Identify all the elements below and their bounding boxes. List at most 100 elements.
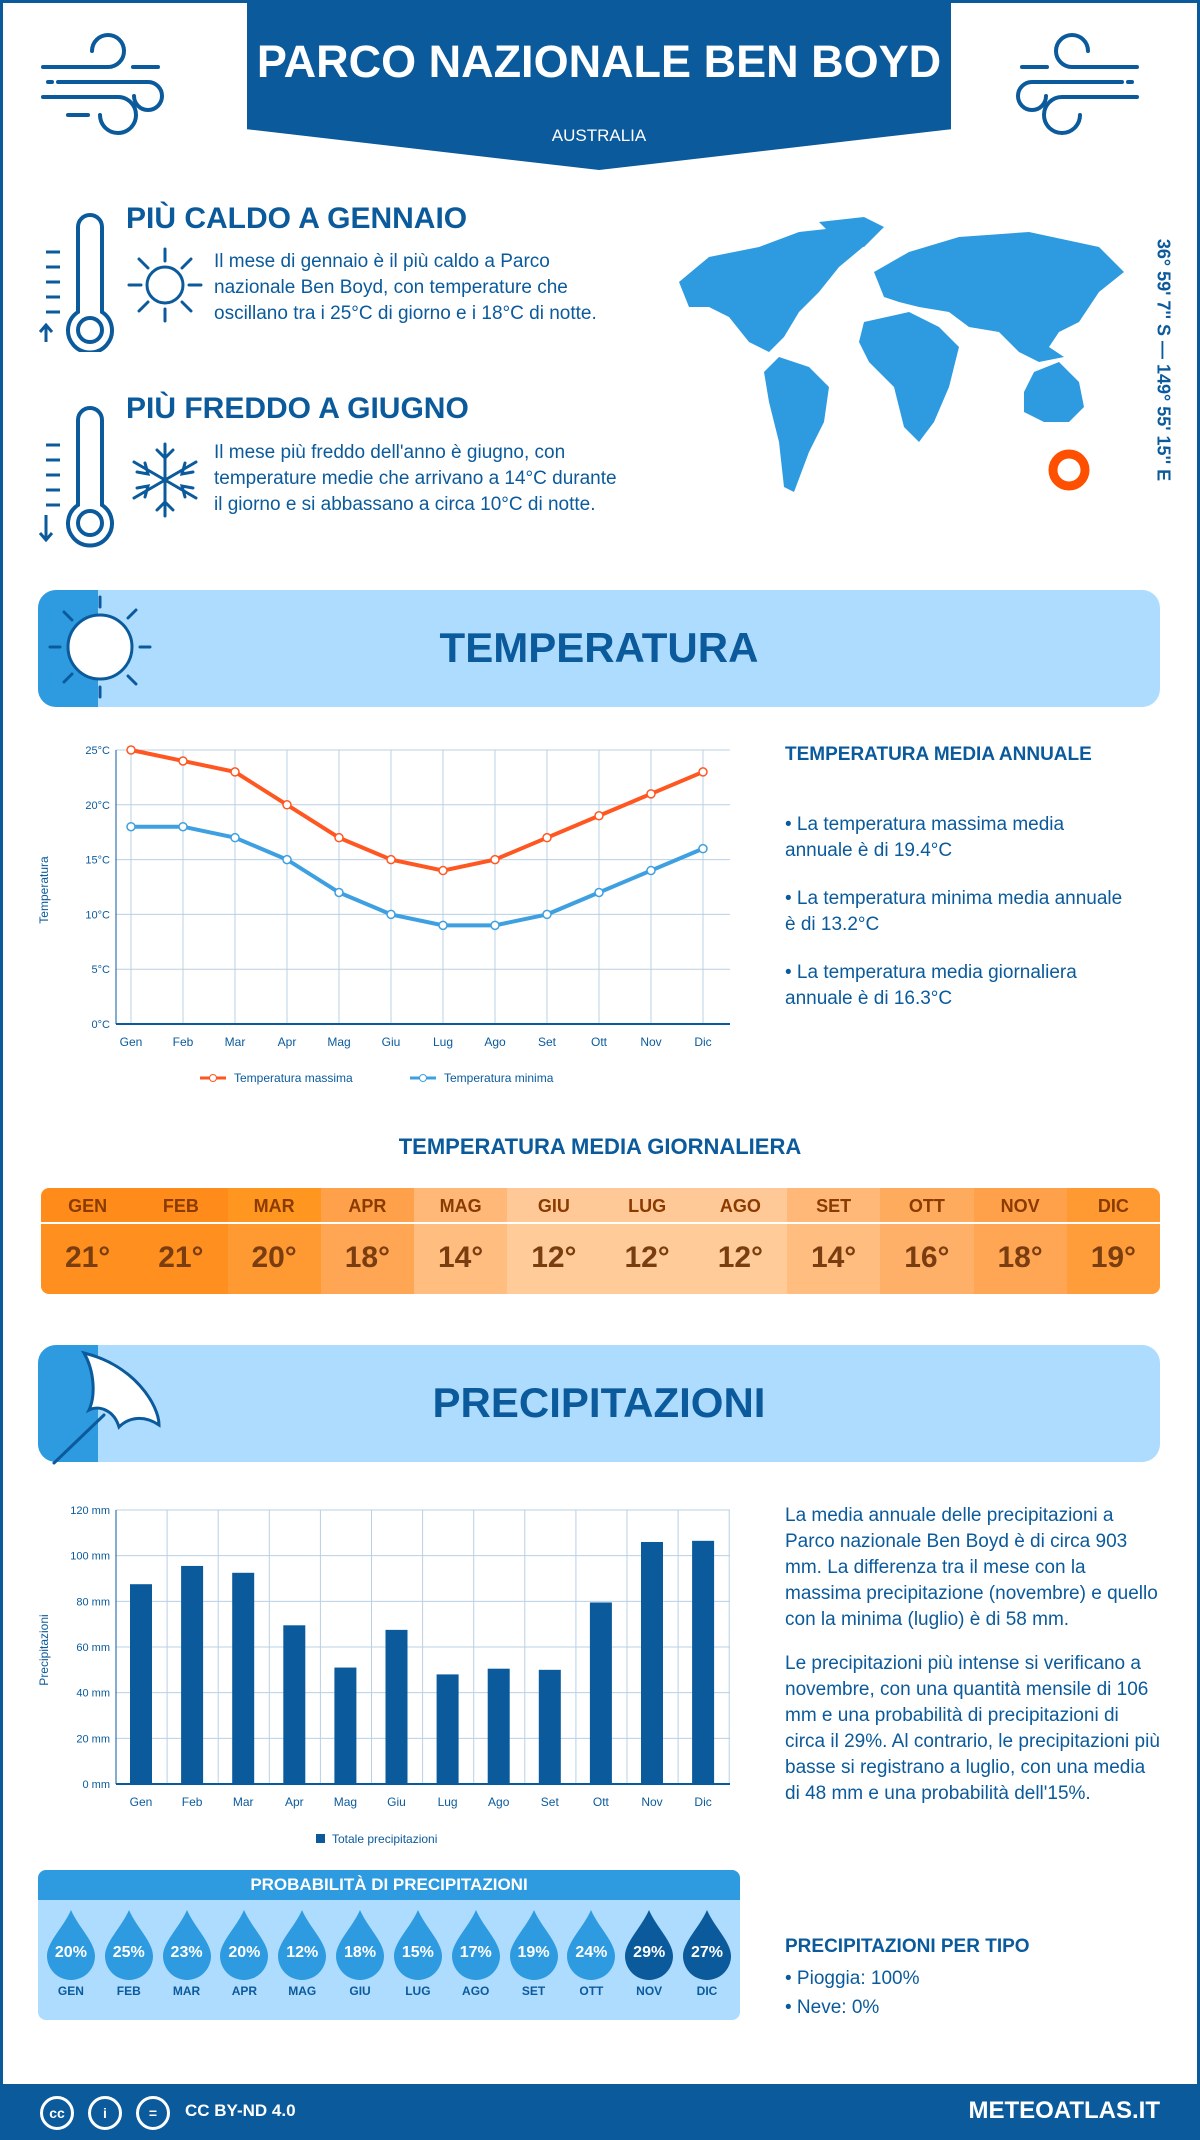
prob-value: 23% (170, 1944, 203, 1961)
daily-temp-col-giu: GIU 12° (507, 1188, 601, 1294)
precipitation-chart: 0 mm 20 mm 40 mm 60 mm 80 mm 100 mm 120 mm Gen F… (37, 1505, 730, 1846)
prob-value: 17% (459, 1944, 492, 1961)
y-tick-label: 20 mm (76, 1733, 110, 1745)
sun-icon (127, 247, 203, 323)
x-tick-label: Apr (285, 1795, 304, 1809)
prob-value: 19% (517, 1944, 550, 1961)
month-label: NOV (973, 1188, 1067, 1224)
snowflake-icon (132, 442, 198, 518)
month-label: NOV (636, 1984, 663, 1998)
month-label: AGO (462, 1984, 490, 1998)
x-tick-label: Gen (120, 1035, 143, 1049)
x-tick-label: Set (538, 1035, 557, 1049)
precip-prob-item: 23% MAR (161, 1908, 213, 1998)
data-point (178, 756, 188, 766)
raindrop-icon (567, 1910, 616, 1980)
daily-temp-col-ago: AGO 12° (693, 1188, 787, 1294)
bar (641, 1541, 663, 1784)
data-point (386, 909, 396, 920)
precip-prob-item: 27% DIC (681, 1908, 733, 1998)
daily-temp-col-dic: DIC 19° (1066, 1188, 1160, 1294)
x-tick-label: Ago (484, 1035, 506, 1049)
temp-value: 14° (414, 1224, 508, 1294)
data-point (646, 789, 656, 799)
coldest-title: PIÙ FREDDO A GIUGNO (126, 392, 469, 425)
bar (589, 1602, 612, 1784)
x-tick-label: Lug (438, 1795, 458, 1809)
bar (538, 1669, 561, 1784)
data-point (334, 832, 344, 843)
month-label: MAG (288, 1984, 317, 1998)
footer: cc i = CC BY-ND 4.0 METEOATLAS.IT (0, 2084, 1200, 2140)
legend-label: Totale precipitazioni (332, 1832, 437, 1846)
warmest-text: Il mese di gennaio è il più caldo a Parc… (214, 251, 597, 324)
month-label: LUG (600, 1188, 694, 1224)
daily-temp-col-mar: MAR 20° (227, 1188, 321, 1294)
prob-value: 29% (633, 1944, 666, 1961)
y-tick-label: 10°C (85, 909, 110, 921)
x-tick-label: Mag (334, 1795, 357, 1809)
month-label: GEN (57, 1984, 84, 1998)
sun-icon (48, 595, 152, 699)
x-tick-label: Dic (694, 1795, 711, 1809)
precip-prob-item: 29% NOV (623, 1908, 675, 1998)
month-label: SET (521, 1984, 546, 1998)
data-point (386, 854, 396, 865)
annual-temp-title: TEMPERATURA MEDIA ANNUALE (785, 744, 1092, 765)
data-point (282, 800, 292, 810)
data-point (230, 767, 240, 777)
x-tick-label: Giu (387, 1795, 406, 1809)
precip-prob-item: 12% MAG (276, 1908, 328, 1998)
precip-prob-item: 15% LUG (392, 1908, 444, 1998)
x-tick-label: Apr (278, 1035, 297, 1049)
daily-temp-col-gen: GEN 21° (41, 1188, 135, 1294)
y-tick-label: 15°C (85, 855, 110, 867)
precip-text-block: La media annuale delle precipitazioni a … (785, 1503, 1160, 1807)
precip-probability-drops: 20% GEN 25% FEB 23% MAR 20% APR 12% MAG 18% GIU 15% L… (38, 1900, 740, 1998)
temp-value: 12° (507, 1224, 601, 1294)
coordinates: 36° 59' 7'' S — 149° 55' 15'' E (1153, 238, 1174, 482)
prob-value: 12% (286, 1944, 319, 1961)
bar (487, 1668, 510, 1784)
world-map (679, 217, 1124, 492)
month-label: OTT (880, 1188, 974, 1224)
precip-text-2: Le precipitazioni più intense si verific… (785, 1653, 1160, 1804)
raindrop-icon (46, 1910, 95, 1980)
month-label: DIC (696, 1984, 718, 1998)
prob-value: 18% (344, 1944, 377, 1961)
legend-swatch (316, 1834, 325, 1843)
location-marker-icon (1048, 449, 1090, 491)
month-label: LUG (405, 1984, 431, 1998)
y-axis-label: Temperatura (37, 856, 51, 924)
data-point (230, 832, 240, 843)
y-tick-label: 5°C (92, 964, 111, 976)
month-label: OTT (579, 1984, 604, 1998)
raindrop-icon (393, 1910, 442, 1980)
precip-prob-item: 17% AGO (450, 1908, 502, 1998)
x-tick-label: Ott (593, 1795, 610, 1809)
daily-temp-table: GEN 21° FEB 21° MAR 20° APR 18° MAG 14° GIU 12° LUG 1… (41, 1188, 1160, 1294)
precip-probability-box: PROBABILITÀ DI PRECIPITAZIONI 20% GEN 25% F… (38, 1870, 740, 2020)
precip-prob-item: 20% GEN (45, 1908, 97, 1998)
raindrop-icon (451, 1910, 500, 1980)
temperature-banner: TEMPERATURA (38, 590, 1160, 707)
license-link[interactable]: CC BY-ND 4.0 (185, 2101, 296, 2120)
annual-temp-mean: • La temperatura media giornaliera annua… (785, 962, 1077, 1009)
precip-type-rain: • Pioggia: 100% (785, 1968, 920, 1989)
data-point (646, 865, 656, 876)
daily-temp-col-mag: MAG 14° (414, 1188, 508, 1294)
temp-value: 16° (880, 1224, 974, 1294)
temp-value: 12° (600, 1224, 694, 1294)
precip-type-snow: • Neve: 0% (785, 1997, 880, 2018)
x-tick-label: Gen (130, 1795, 153, 1809)
attribution-icon: i (88, 2096, 122, 2130)
y-tick-label: 100 mm (70, 1551, 110, 1563)
site-link[interactable]: METEOATLAS.IT (968, 2097, 1160, 2124)
raindrop-icon (278, 1910, 327, 1980)
daily-temp-col-apr: APR 18° (320, 1188, 414, 1294)
y-tick-label: 0°C (92, 1019, 111, 1031)
y-tick-label: 25°C (85, 745, 110, 757)
month-label: SET (787, 1188, 881, 1224)
precip-type-title: PRECIPITAZIONI PER TIPO (785, 1936, 1030, 1957)
x-tick-label: Nov (640, 1035, 661, 1049)
